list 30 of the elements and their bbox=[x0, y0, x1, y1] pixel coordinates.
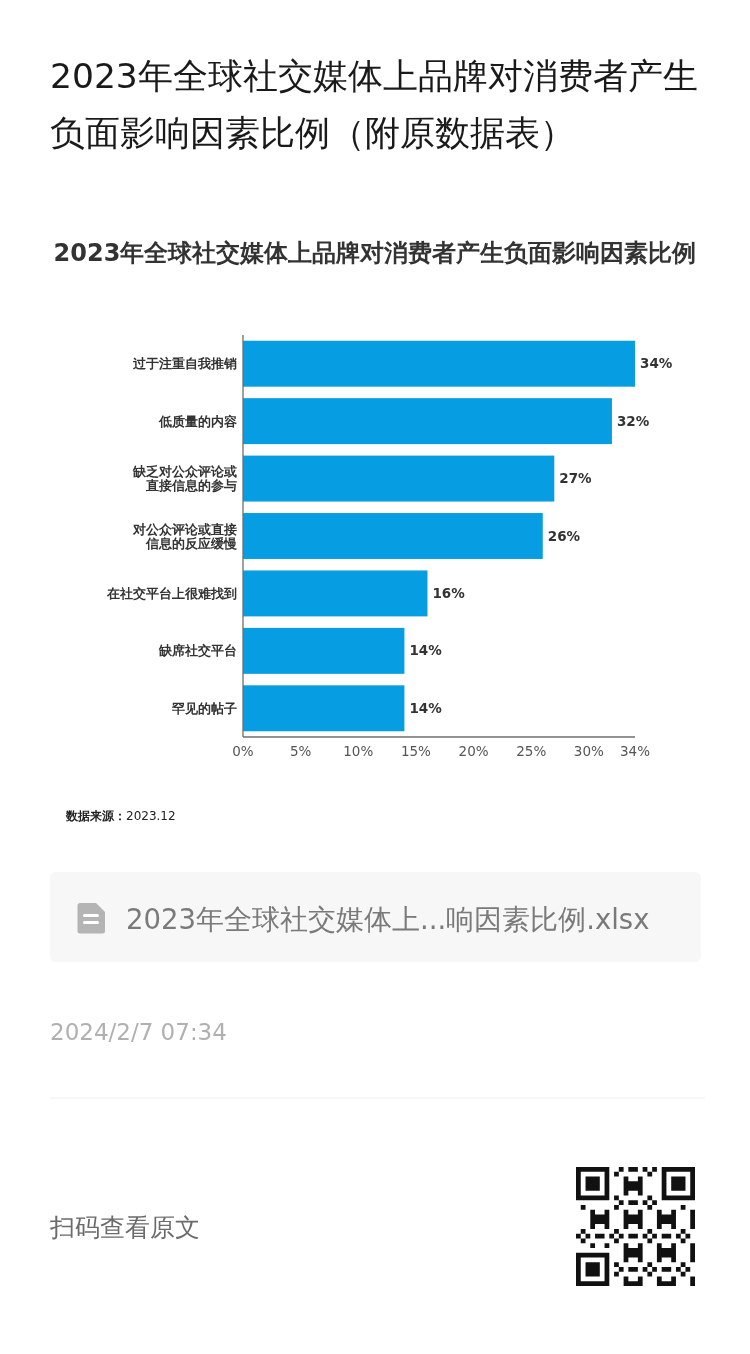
annotation: 2023年全球社交媒体上...响因素比例.xlsx bbox=[126, 903, 650, 935]
data-label: 14% bbox=[409, 699, 442, 716]
tick-label: 15% bbox=[400, 743, 431, 759]
category-label: 直接信息的参与 bbox=[146, 478, 237, 494]
category-label: 在社交平台上很难找到 bbox=[107, 585, 237, 601]
subtitle: 2023年全球社交媒体上品牌对消费者产生负面影响因素比例 bbox=[53, 239, 697, 267]
data-label: 26% bbox=[547, 527, 581, 544]
data-label: 16% bbox=[432, 584, 465, 601]
annotation: 扫码查看原文 bbox=[50, 1213, 200, 1242]
title: 2023年全球社交媒体上品牌对消费者产生 bbox=[50, 56, 698, 96]
category-label: 低质量的内容 bbox=[159, 413, 237, 429]
category-label: 信息的反应缓慢 bbox=[146, 535, 237, 551]
category-label: 对公众评论或直接 bbox=[133, 521, 237, 537]
tick-label: 0% bbox=[232, 743, 254, 759]
annotation: 2024/2/7 07:34 bbox=[50, 1019, 227, 1045]
tick-label: 30% bbox=[573, 743, 604, 759]
tick-label: 20% bbox=[458, 743, 489, 759]
annotation: 数据来源：2023.12 bbox=[66, 809, 176, 823]
data-label: 32% bbox=[616, 412, 650, 429]
data-label: 34% bbox=[640, 355, 673, 372]
category-label: 缺席社交平台 bbox=[159, 643, 237, 659]
data-label: 27% bbox=[559, 470, 592, 487]
title: 负面影响因素比例（附原数据表） bbox=[50, 113, 575, 153]
tick-label: 10% bbox=[343, 743, 374, 759]
tick-label: 25% bbox=[516, 743, 547, 759]
data-label: 14% bbox=[409, 642, 442, 659]
category-label: 罕见的帖子 bbox=[172, 700, 237, 716]
tick-label: 34% bbox=[620, 743, 650, 759]
category-label: 过于注重自我推销 bbox=[133, 356, 237, 372]
tick-label: 5% bbox=[289, 743, 312, 759]
